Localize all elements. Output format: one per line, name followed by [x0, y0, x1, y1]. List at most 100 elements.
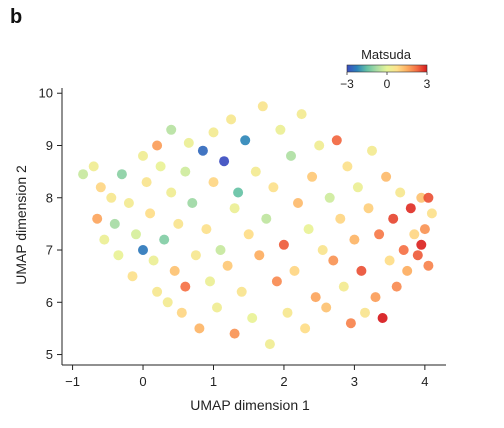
- x-tick-label: 4: [421, 374, 428, 389]
- scatter-point: [95, 182, 106, 193]
- scatter-point: [296, 109, 307, 120]
- scatter-point: [212, 302, 222, 313]
- scatter-point: [342, 161, 353, 172]
- scatter-point: [187, 198, 198, 208]
- scatter-point: [116, 169, 127, 180]
- colorbar-tick-label: −3: [340, 77, 354, 91]
- scatter-point: [222, 260, 233, 271]
- scatter-point: [374, 229, 385, 240]
- scatter-point: [180, 166, 191, 177]
- y-tick-label: 5: [46, 347, 53, 362]
- scatter-point: [345, 318, 356, 329]
- scatter-point: [356, 265, 367, 276]
- scatter-point: [264, 339, 275, 350]
- scatter-point: [247, 313, 258, 323]
- scatter-point: [152, 140, 163, 151]
- scatter-point: [162, 297, 173, 308]
- scatter-point: [145, 208, 156, 219]
- scatter-point: [331, 135, 342, 146]
- scatter-point: [317, 245, 328, 255]
- scatter-point: [159, 234, 170, 245]
- scatter-point: [88, 161, 99, 172]
- scatter-point: [384, 255, 395, 266]
- scatter-point: [123, 198, 134, 208]
- scatter-point: [127, 271, 138, 282]
- scatter-point: [416, 239, 427, 250]
- x-tick-label: −1: [65, 374, 80, 389]
- scatter-point: [138, 150, 148, 161]
- scatter-point: [166, 187, 177, 198]
- scatter-point: [254, 250, 265, 261]
- scatter-point: [99, 234, 110, 245]
- y-tick-label: 9: [46, 138, 53, 153]
- scatter-point: [208, 177, 219, 188]
- scatter-point: [293, 198, 303, 208]
- scatter-point: [426, 208, 437, 219]
- scatter-point: [395, 187, 406, 198]
- scatter-point: [243, 229, 254, 240]
- scatter-point: [173, 218, 184, 229]
- scatter-point: [78, 169, 89, 180]
- y-tick-label: 8: [46, 190, 53, 205]
- scatter-point: [176, 307, 187, 318]
- scatter-point: [286, 150, 296, 161]
- scatter-point: [113, 250, 124, 261]
- scatter-point: [257, 101, 268, 112]
- scatter-point: [180, 281, 191, 292]
- y-tick-label: 7: [46, 243, 53, 258]
- scatter-point: [229, 328, 240, 339]
- scatter-point: [349, 234, 360, 245]
- scatter-point: [148, 255, 159, 266]
- points-layer: [78, 101, 437, 350]
- x-tick-label: 0: [139, 374, 146, 389]
- scatter-point: [226, 114, 237, 125]
- scatter-point: [360, 307, 370, 318]
- axes-layer: −1 0 1 2 3 4 5 6 7 8 9 10: [39, 86, 446, 389]
- scatter-point: [271, 276, 282, 287]
- x-tick-label: 2: [280, 374, 287, 389]
- panel-letter: b: [10, 6, 23, 28]
- scatter-point: [307, 171, 318, 182]
- x-tick-label: 3: [351, 374, 358, 389]
- scatter-point: [261, 213, 272, 224]
- x-axis-label: UMAP dimension 1: [190, 397, 310, 413]
- y-axis-label: UMAP dimension 2: [13, 165, 29, 285]
- scatter-point: [314, 140, 325, 151]
- scatter-point: [236, 286, 247, 297]
- scatter-point: [328, 255, 339, 266]
- scatter-point: [412, 250, 423, 261]
- scatter-point: [388, 213, 399, 224]
- scatter-point: [409, 229, 420, 240]
- scatter-point: [423, 260, 434, 271]
- scatter-point: [370, 292, 381, 303]
- scatter-point: [335, 213, 346, 224]
- scatter-point: [138, 245, 148, 255]
- y-tick-label: 10: [39, 86, 53, 101]
- scatter-point: [300, 323, 311, 334]
- scatter-point: [416, 192, 427, 203]
- scatter-point: [419, 224, 430, 235]
- scatter-point: [219, 156, 230, 167]
- scatter-point: [197, 145, 208, 156]
- scatter-point: [250, 166, 261, 177]
- scatter-point: [166, 124, 177, 135]
- scatter-point: [310, 292, 321, 303]
- scatter-point: [381, 171, 392, 182]
- y-tick-label: 6: [46, 295, 53, 310]
- scatter-point: [233, 187, 244, 198]
- scatter-point: [92, 213, 103, 224]
- colorbar-label: Matsuda: [361, 47, 412, 62]
- scatter-point: [131, 229, 141, 240]
- scatter-point: [398, 245, 409, 255]
- scatter-point: [405, 203, 416, 214]
- colorbar-tick-label: 3: [424, 77, 431, 91]
- scatter-point: [141, 177, 152, 188]
- scatter-point: [183, 137, 194, 148]
- scatter-point: [215, 245, 226, 255]
- scatter-point: [169, 265, 180, 276]
- scatter-point: [303, 224, 314, 235]
- scatter-point: [377, 313, 388, 323]
- scatter-point: [155, 161, 166, 172]
